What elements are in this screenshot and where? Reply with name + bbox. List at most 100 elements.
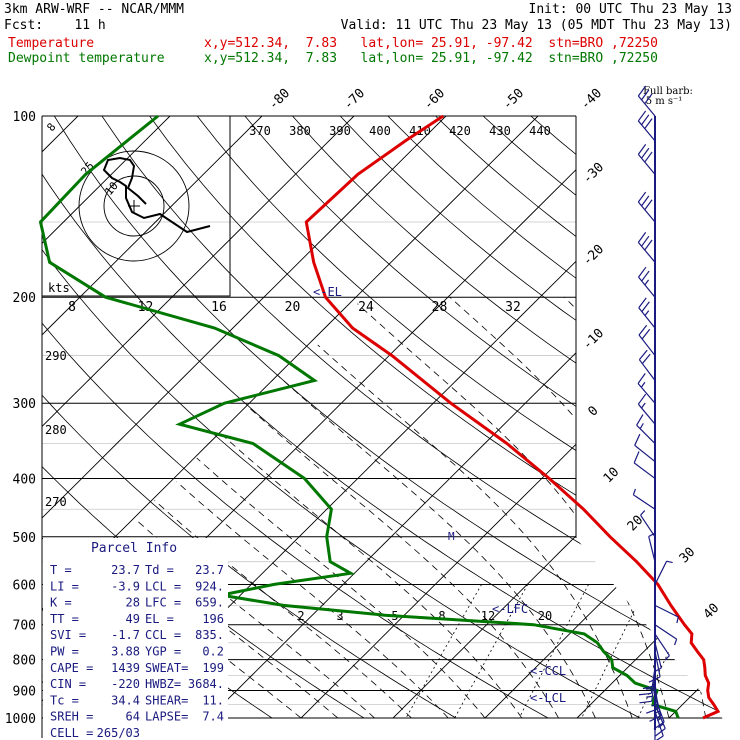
parcel-info-value: 199 <box>202 661 224 675</box>
wind-barb-flag <box>639 700 652 704</box>
wind-barb <box>654 624 678 646</box>
wind-barb <box>638 266 656 298</box>
parcel-info-value: -220 <box>111 677 140 691</box>
wind-barb <box>654 560 673 585</box>
moist-adiabat <box>196 457 486 719</box>
wind-barb-shaft <box>654 683 659 709</box>
wind-barb-flag <box>637 191 647 203</box>
wind-barb-half <box>644 279 650 286</box>
isotherm-label: 30 <box>677 545 699 567</box>
wind-barb-flag <box>638 297 647 309</box>
parcel-info-key: EL = <box>145 612 174 626</box>
wind-barb-flag <box>638 692 652 696</box>
wind-barb-flag <box>638 324 648 336</box>
pressure-tick-label: 1000 <box>5 712 36 727</box>
pressure-tick-label: 900 <box>13 684 36 699</box>
moist-adiabat <box>681 296 740 719</box>
pressure-tick-label: 800 <box>13 654 36 669</box>
wind-barb-flag <box>655 728 666 737</box>
wind-barb <box>637 110 656 142</box>
mixing-ratio-label: 3 <box>336 609 343 623</box>
hodograph-speed-label: 28 <box>432 300 448 315</box>
wind-barb-shaft <box>638 359 656 381</box>
parcel-info-value: 3684. <box>188 677 224 691</box>
parcel-info-key: YGP = <box>145 645 181 659</box>
isotherm-label: 40 <box>701 601 723 623</box>
pressure-tick-label: 400 <box>13 472 36 487</box>
isotherm-label: 10 <box>601 465 623 487</box>
theta-label: 370 <box>249 124 271 138</box>
wind-barb-shaft <box>634 444 656 463</box>
wind-barb <box>654 642 662 672</box>
parcel-info-value: 49 <box>126 612 140 626</box>
wind-barb <box>633 451 656 479</box>
wind-barb-flag <box>649 715 661 722</box>
mixing-ratio-label: 20 <box>538 609 552 623</box>
moist-adiabat <box>449 296 707 719</box>
wind-barb-shaft <box>636 424 656 444</box>
isotherm-label: -80 <box>266 86 293 113</box>
model-title: 3km ARW-WRF -- NCAR/MMM <box>4 2 185 17</box>
wind-barb-flag <box>634 433 641 446</box>
wind-barb-shaft <box>637 95 656 117</box>
theta-e-label: 270 <box>45 495 67 509</box>
hodograph-units-label: kts <box>48 281 70 295</box>
hodograph-speed-label: 20 <box>285 300 301 315</box>
dry-adiabat <box>42 116 733 719</box>
parcel-info-value: 34.4 <box>111 693 140 707</box>
el-marker: <-EL <box>313 285 342 299</box>
parcel-info-key: LI = <box>50 579 79 593</box>
mixing-ratio-line <box>405 584 482 719</box>
moist-adiabat <box>176 481 449 719</box>
parcel-info-key: HWBZ= <box>145 677 181 691</box>
theta-label: 380 <box>289 124 311 138</box>
wind-barb-shaft <box>637 383 656 404</box>
mixing-ratio-line <box>581 584 648 719</box>
hodograph-ring-label: 10 <box>102 179 120 198</box>
theta-label: 400 <box>369 124 391 138</box>
theta-e-label: 290 <box>45 349 67 363</box>
pressure-tick-label: 100 <box>13 110 36 125</box>
dewpoint-trace <box>38 114 680 719</box>
legend-dewpoint-label: Dewpoint temperature <box>8 51 165 66</box>
wind-barb <box>654 604 679 624</box>
parcel-info-key: CAPE = <box>50 661 93 675</box>
wind-barb <box>637 85 656 117</box>
dry-adiabat <box>721 116 740 719</box>
parcel-info-value: 924. <box>195 579 224 593</box>
moist-adiabat <box>248 407 559 719</box>
mixing-ratio-line <box>712 584 740 719</box>
mixing-ratio-label: 12 <box>481 609 495 623</box>
theta-label: 390 <box>329 124 351 138</box>
isotherm-line <box>42 116 447 719</box>
parcel-info-value: 659. <box>195 596 224 610</box>
pressure-tick-label: 500 <box>13 531 36 546</box>
isotherm-line <box>484 116 740 719</box>
wind-barb-flag <box>637 373 646 384</box>
isotherm-label: -10 <box>580 326 607 353</box>
wind-barb <box>646 683 659 714</box>
parcel-info-value: 196 <box>202 612 224 626</box>
isotherm-label: -60 <box>421 86 448 113</box>
forecast-hour: Fcst: 11 h <box>4 18 106 33</box>
wind-barb <box>654 711 664 740</box>
wind-barb-flag <box>644 118 653 129</box>
parcel-info-key: K = <box>50 596 72 610</box>
parcel-info-key: LAPSE= <box>145 710 188 724</box>
dry-adiabat <box>530 116 740 719</box>
wind-barb-shaft <box>637 241 656 263</box>
wind-barb-shaft <box>637 120 656 142</box>
parcel-info-key: SWEAT= <box>145 661 188 675</box>
wind-barb-half <box>640 510 646 516</box>
pressure-tick-label: 300 <box>13 397 36 412</box>
wind-barb <box>638 324 656 356</box>
wind-barb-flag <box>641 328 651 340</box>
moist-adiabat <box>223 435 523 719</box>
wind-barb-flag <box>642 685 656 690</box>
parcel-info-key: T = <box>50 563 72 577</box>
wind-barb-flag <box>633 451 640 464</box>
isotherm-label: 20 <box>625 513 647 535</box>
temperature-trace <box>304 114 721 720</box>
parcel-info-key: Tc = <box>50 693 79 707</box>
parcel-info-key: TT = <box>50 612 79 626</box>
